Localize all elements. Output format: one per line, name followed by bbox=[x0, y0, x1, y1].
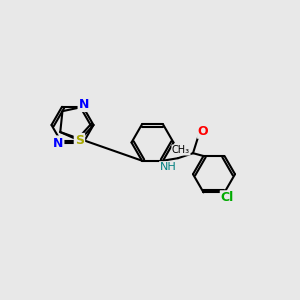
Text: O: O bbox=[198, 125, 208, 138]
Text: S: S bbox=[75, 134, 84, 147]
Text: CH₃: CH₃ bbox=[172, 145, 190, 155]
Text: NH: NH bbox=[160, 162, 176, 172]
Text: N: N bbox=[79, 98, 89, 111]
Text: N: N bbox=[53, 137, 63, 150]
Text: Cl: Cl bbox=[220, 191, 234, 204]
